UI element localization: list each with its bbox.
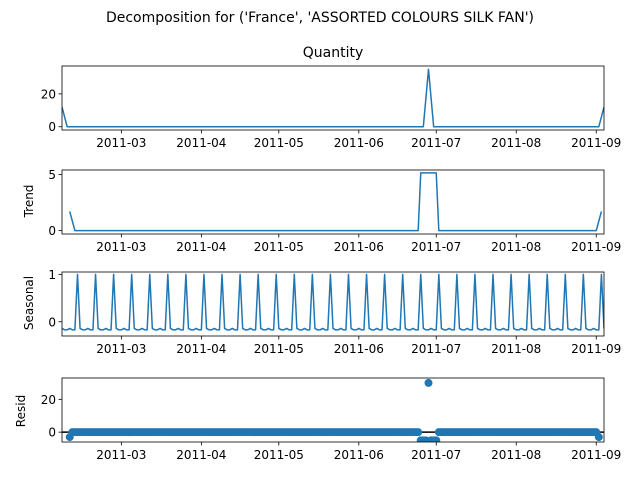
axes-frame	[61, 377, 605, 443]
resid-point	[424, 378, 433, 387]
x-tick-label: 2011-08	[491, 342, 541, 356]
x-tick-label: 2011-09	[571, 240, 621, 254]
x-tick-label: 2011-08	[491, 240, 541, 254]
y-tick-label: 20	[41, 393, 56, 407]
x-tick-label: 2011-06	[334, 448, 384, 462]
x-tick-label: 2011-04	[176, 342, 226, 356]
x-tick-label: 2011-05	[254, 448, 304, 462]
y-tick-label: 20	[41, 87, 56, 101]
resid-point	[414, 428, 423, 437]
x-tick-label: 2011-08	[491, 136, 541, 150]
x-tick-label: 2011-05	[254, 240, 304, 254]
panel-seasonal: Seasonal 0 1 2011-03 2011-04 2011-05 2011-06 2…	[22, 268, 621, 356]
ylabel-resid: Resid	[14, 395, 28, 427]
x-tick-label: 2011-04	[176, 448, 226, 462]
panel-quantity: Quantity 0 20 2011-03 2011-04 2011-05 2011-06…	[41, 45, 622, 150]
plot-area	[69, 172, 603, 232]
plot-area	[62, 68, 604, 128]
x-tick-label: 2011-07	[411, 136, 461, 150]
y-tick-label: 0	[48, 120, 56, 134]
panel-resid: Resid 0 20 2011-03 2011-04 2011-05 2011-06 201…	[14, 377, 621, 462]
plot-area	[62, 378, 604, 442]
resid-point	[432, 436, 441, 442]
x-tick-label: 2011-07	[411, 342, 461, 356]
y-tick-label: 0	[48, 224, 56, 238]
x-tick-label: 2011-04	[176, 240, 226, 254]
y-tick-label: 1	[48, 268, 56, 282]
x-tick-label: 2011-05	[254, 136, 304, 150]
x-tick-label: 2011-09	[571, 342, 621, 356]
y-tick-label: 0	[48, 315, 56, 329]
x-tick-label: 2011-09	[571, 448, 621, 462]
ylabel-seasonal: Seasonal	[22, 276, 36, 330]
axes-frame	[61, 169, 605, 235]
y-tick-label: 0	[48, 426, 56, 440]
figure-suptitle: Decomposition for ('France', 'ASSORTED C…	[106, 10, 534, 26]
axes-frame	[61, 65, 605, 131]
axes-frame	[61, 271, 605, 337]
x-tick-label: 2011-06	[334, 342, 384, 356]
x-tick-label: 2011-06	[334, 240, 384, 254]
x-tick-label: 2011-03	[96, 240, 146, 254]
ylabel-trend: Trend	[22, 185, 36, 219]
x-tick-label: 2011-08	[491, 448, 541, 462]
x-tick-label: 2011-03	[96, 448, 146, 462]
x-tick-label: 2011-04	[176, 136, 226, 150]
series-line	[62, 68, 604, 128]
plot-area	[62, 273, 604, 331]
x-tick-label: 2011-03	[96, 342, 146, 356]
x-tick-label: 2011-06	[334, 136, 384, 150]
x-tick-label: 2011-05	[254, 342, 304, 356]
panel-title-quantity: Quantity	[303, 45, 364, 61]
y-tick-label: 5	[48, 168, 56, 182]
x-tick-label: 2011-03	[96, 136, 146, 150]
series-line	[62, 273, 604, 331]
panel-trend: Trend 0 5 2011-03 2011-04 2011-05 2011-06 2011…	[22, 168, 621, 254]
x-tick-label: 2011-07	[411, 240, 461, 254]
x-tick-label: 2011-09	[571, 136, 621, 150]
series-line	[69, 172, 603, 232]
x-tick-label: 2011-07	[411, 448, 461, 462]
resid-point	[594, 433, 603, 442]
